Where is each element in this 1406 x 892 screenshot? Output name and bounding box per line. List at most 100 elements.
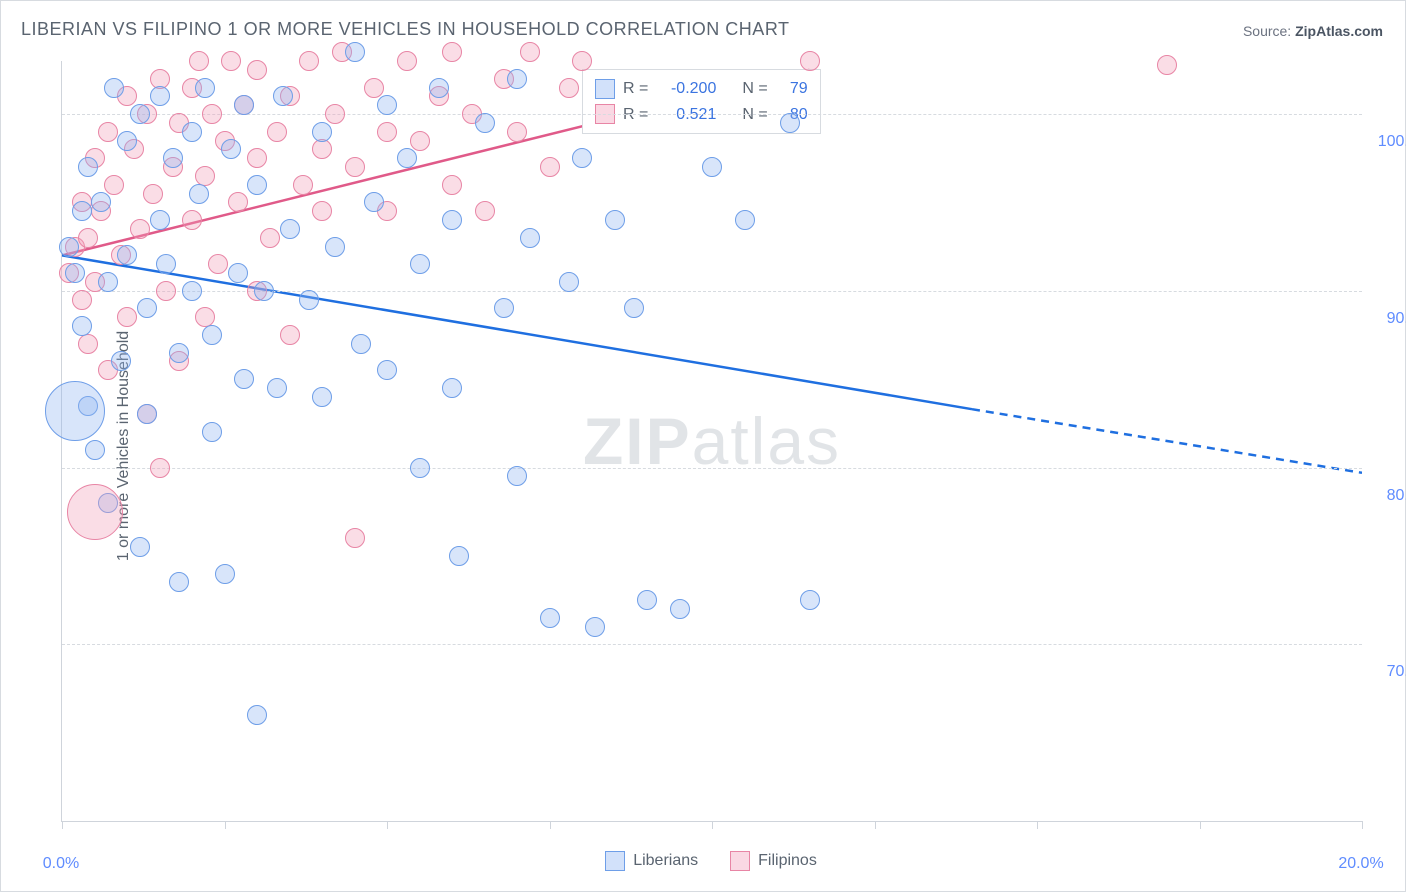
point-filipino — [143, 184, 163, 204]
point-liberian — [215, 564, 235, 584]
point-filipino — [156, 281, 176, 301]
point-liberian — [150, 210, 170, 230]
point-liberian — [169, 343, 189, 363]
point-liberian — [247, 175, 267, 195]
point-liberian — [520, 228, 540, 248]
point-filipino — [104, 175, 124, 195]
point-liberian — [475, 113, 495, 133]
point-filipino — [228, 192, 248, 212]
x-tick — [1200, 821, 1201, 829]
point-liberian — [195, 78, 215, 98]
point-liberian — [559, 272, 579, 292]
point-filipino — [208, 254, 228, 274]
point-filipino — [559, 78, 579, 98]
point-liberian — [702, 157, 722, 177]
point-liberian — [234, 369, 254, 389]
point-liberian — [65, 263, 85, 283]
point-liberian — [312, 122, 332, 142]
point-liberian — [137, 298, 157, 318]
x-tick — [387, 821, 388, 829]
point-liberian — [507, 466, 527, 486]
point-filipino — [364, 78, 384, 98]
point-liberian — [410, 458, 430, 478]
point-filipino — [377, 122, 397, 142]
point-filipino — [72, 290, 92, 310]
point-liberian — [137, 404, 157, 424]
x-tick — [1362, 821, 1363, 829]
point-liberian — [637, 590, 657, 610]
point-filipino — [189, 51, 209, 71]
point-filipino — [1157, 55, 1177, 75]
point-filipino — [345, 528, 365, 548]
point-filipino — [312, 139, 332, 159]
point-liberian — [150, 86, 170, 106]
point-liberian — [351, 334, 371, 354]
point-liberian — [429, 78, 449, 98]
point-liberian — [624, 298, 644, 318]
point-liberian — [228, 263, 248, 283]
x-tick-label: 20.0% — [1338, 855, 1383, 873]
y-tick-label: 80.0% — [1387, 487, 1406, 505]
point-liberian — [670, 599, 690, 619]
point-filipino — [397, 51, 417, 71]
gridline — [62, 468, 1362, 469]
point-filipino — [325, 104, 345, 124]
point-liberian — [280, 219, 300, 239]
point-liberian — [78, 157, 98, 177]
point-liberian — [377, 360, 397, 380]
legend-swatch-blue — [595, 79, 615, 99]
point-liberian — [273, 86, 293, 106]
chart-title: LIBERIAN VS FILIPINO 1 OR MORE VEHICLES … — [21, 19, 789, 40]
point-filipino — [117, 307, 137, 327]
point-liberian — [247, 705, 267, 725]
point-liberian-large — [45, 381, 105, 441]
point-liberian — [572, 148, 592, 168]
n-value: 79 — [776, 76, 808, 102]
gridline — [62, 644, 1362, 645]
point-liberian — [163, 148, 183, 168]
point-liberian — [507, 69, 527, 89]
gridline — [62, 114, 1362, 115]
point-filipino — [182, 210, 202, 230]
r-label: R = — [623, 76, 648, 102]
legend-label: Filipinos — [758, 852, 817, 870]
point-liberian — [540, 608, 560, 628]
chart-container: LIBERIAN VS FILIPINO 1 OR MORE VEHICLES … — [0, 0, 1406, 892]
point-filipino — [221, 51, 241, 71]
point-liberian — [345, 42, 365, 62]
point-liberian — [449, 546, 469, 566]
r-value: -0.200 — [656, 76, 716, 102]
legend-item-liberians: Liberians — [605, 851, 698, 871]
point-liberian — [364, 192, 384, 212]
y-tick-label: 100.0% — [1378, 133, 1406, 151]
point-liberian — [299, 290, 319, 310]
point-liberian — [202, 422, 222, 442]
point-liberian — [182, 122, 202, 142]
x-tick — [875, 821, 876, 829]
stats-row: R =-0.200N =79 — [595, 76, 808, 102]
point-liberian — [117, 131, 137, 151]
point-liberian — [605, 210, 625, 230]
point-liberian — [130, 104, 150, 124]
point-filipino — [475, 201, 495, 221]
legend-swatch-blue — [605, 851, 625, 871]
point-filipino — [572, 51, 592, 71]
point-filipino — [520, 42, 540, 62]
point-filipino — [150, 458, 170, 478]
point-liberian — [254, 281, 274, 301]
point-liberian — [156, 254, 176, 274]
point-filipino — [299, 51, 319, 71]
point-liberian — [189, 184, 209, 204]
point-liberian — [585, 617, 605, 637]
x-tick-label: 0.0% — [43, 855, 79, 873]
point-liberian — [130, 537, 150, 557]
point-liberian — [442, 210, 462, 230]
point-filipino — [345, 157, 365, 177]
point-filipino — [410, 131, 430, 151]
point-filipino — [442, 42, 462, 62]
x-tick — [550, 821, 551, 829]
point-liberian — [410, 254, 430, 274]
point-filipino — [800, 51, 820, 71]
point-filipino — [507, 122, 527, 142]
point-liberian — [267, 378, 287, 398]
